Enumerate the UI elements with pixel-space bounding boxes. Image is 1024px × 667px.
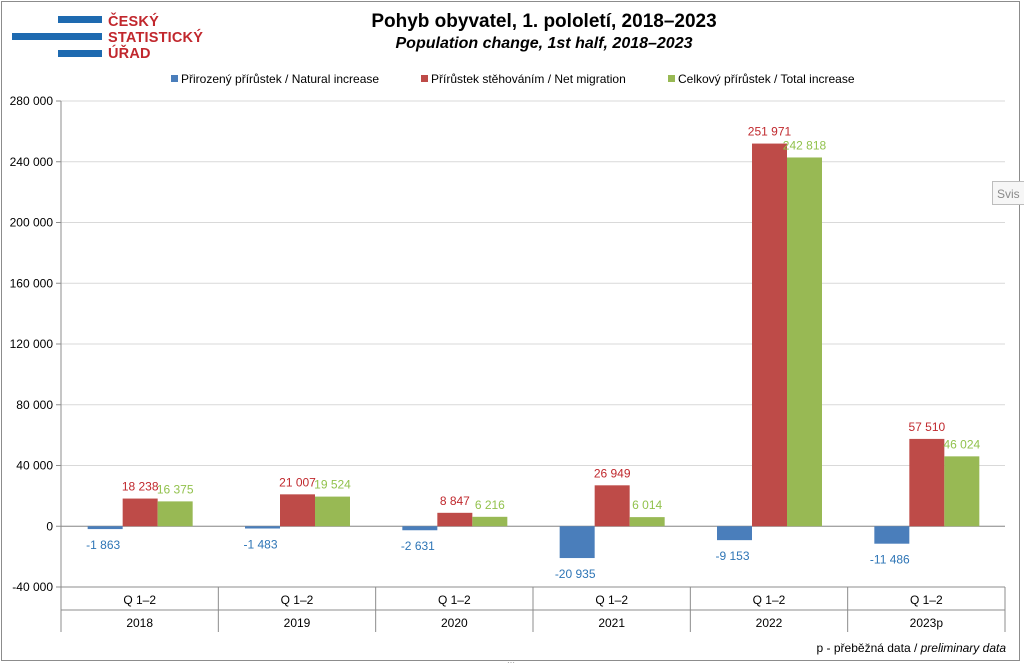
data-label: -20 935 xyxy=(555,567,596,581)
data-label: 19 524 xyxy=(314,478,351,492)
bar-3 xyxy=(944,456,980,527)
x-year-label: 2023p xyxy=(910,616,944,630)
bar-1 xyxy=(87,526,123,530)
y-tick-label: 40 000 xyxy=(16,459,53,473)
y-tick-label: 120 000 xyxy=(10,337,54,351)
bar-2 xyxy=(909,438,945,527)
x-year-label: 2022 xyxy=(756,616,783,630)
bar-3 xyxy=(472,516,508,527)
bar-2 xyxy=(437,512,473,527)
legend-swatch xyxy=(668,75,675,82)
data-label: -1 863 xyxy=(86,538,120,552)
resize-handle[interactable]: ⋯ xyxy=(507,658,515,667)
bar-3 xyxy=(629,517,665,527)
bar-1 xyxy=(559,526,595,559)
legend-label: Celkový přírůstek / Total increase xyxy=(678,72,855,86)
data-label: 18 238 xyxy=(122,480,159,494)
y-tick-label: 80 000 xyxy=(16,398,53,412)
y-tick-label: 160 000 xyxy=(10,276,54,290)
data-label: 57 510 xyxy=(908,420,945,434)
data-label: 6 014 xyxy=(632,498,662,512)
data-label: -1 483 xyxy=(243,538,277,552)
logo-text: ČESKÝ STATISTICKÝ ÚŘAD xyxy=(108,14,203,62)
bar-1 xyxy=(717,526,752,541)
x-category-label: Q 1–2 xyxy=(753,593,786,607)
legend-label: Přírůstek stěhováním / Net migration xyxy=(431,72,626,86)
x-category-label: Q 1–2 xyxy=(595,593,628,607)
bar-1 xyxy=(402,526,438,531)
footnote: p - přeběžná data / preliminary data xyxy=(817,641,1006,655)
x-year-label: 2021 xyxy=(598,616,625,630)
data-label: 46 024 xyxy=(943,437,980,451)
x-year-label: 2020 xyxy=(441,616,468,630)
bar-3 xyxy=(315,496,350,527)
logo-line-2: STATISTICKÝ xyxy=(108,30,204,46)
y-tick-label: 240 000 xyxy=(10,155,54,169)
data-label: 242 818 xyxy=(783,138,827,152)
data-label: 8 847 xyxy=(440,494,470,508)
chart-title: Pohyb obyvatel, 1. pololetí, 2018–2023 xyxy=(371,11,717,32)
data-label: 6 216 xyxy=(475,498,505,512)
bar-2 xyxy=(752,143,787,527)
data-label: 21 007 xyxy=(279,475,316,489)
x-category-label: Q 1–2 xyxy=(281,593,314,607)
data-label: -11 486 xyxy=(870,553,910,567)
data-label: -9 153 xyxy=(715,549,749,563)
bar-2 xyxy=(122,498,158,527)
data-label: 251 971 xyxy=(748,125,792,139)
bar-3 xyxy=(157,501,193,527)
footnote-italic: preliminary data xyxy=(920,641,1006,655)
data-label: -2 631 xyxy=(401,539,435,553)
bar-2 xyxy=(594,485,630,527)
y-tick-label: 200 000 xyxy=(10,216,54,230)
data-label: 16 375 xyxy=(157,482,194,496)
bar-3 xyxy=(787,157,822,527)
x-category-label: Q 1–2 xyxy=(123,593,156,607)
data-label: 26 949 xyxy=(594,466,631,480)
chart-subtitle: Population change, 1st half, 2018–2023 xyxy=(395,35,693,52)
x-year-label: 2019 xyxy=(284,616,311,630)
bar-2 xyxy=(280,494,315,527)
legend-swatch xyxy=(421,75,428,82)
logo-line-1: ČESKÝ xyxy=(108,14,159,30)
x-category-label: Q 1–2 xyxy=(910,593,943,607)
legend-label: Přirozený přírůstek / Natural increase xyxy=(181,72,379,86)
side-tab[interactable]: Svis xyxy=(992,181,1024,205)
y-tick-label: -40 000 xyxy=(12,580,53,594)
bar-1 xyxy=(245,526,280,529)
y-tick-label: 280 000 xyxy=(10,94,54,108)
czso-logo: ČESKÝ STATISTICKÝ ÚŘAD xyxy=(12,12,207,68)
legend-swatch xyxy=(171,75,178,82)
footnote-prefix: p - přeběžná data / xyxy=(816,641,918,655)
x-category-label: Q 1–2 xyxy=(438,593,471,607)
bar-1 xyxy=(874,526,910,544)
y-tick-label: 0 xyxy=(46,519,53,533)
x-year-label: 2018 xyxy=(126,616,153,630)
logo-line-3: ÚŘAD xyxy=(108,46,151,62)
